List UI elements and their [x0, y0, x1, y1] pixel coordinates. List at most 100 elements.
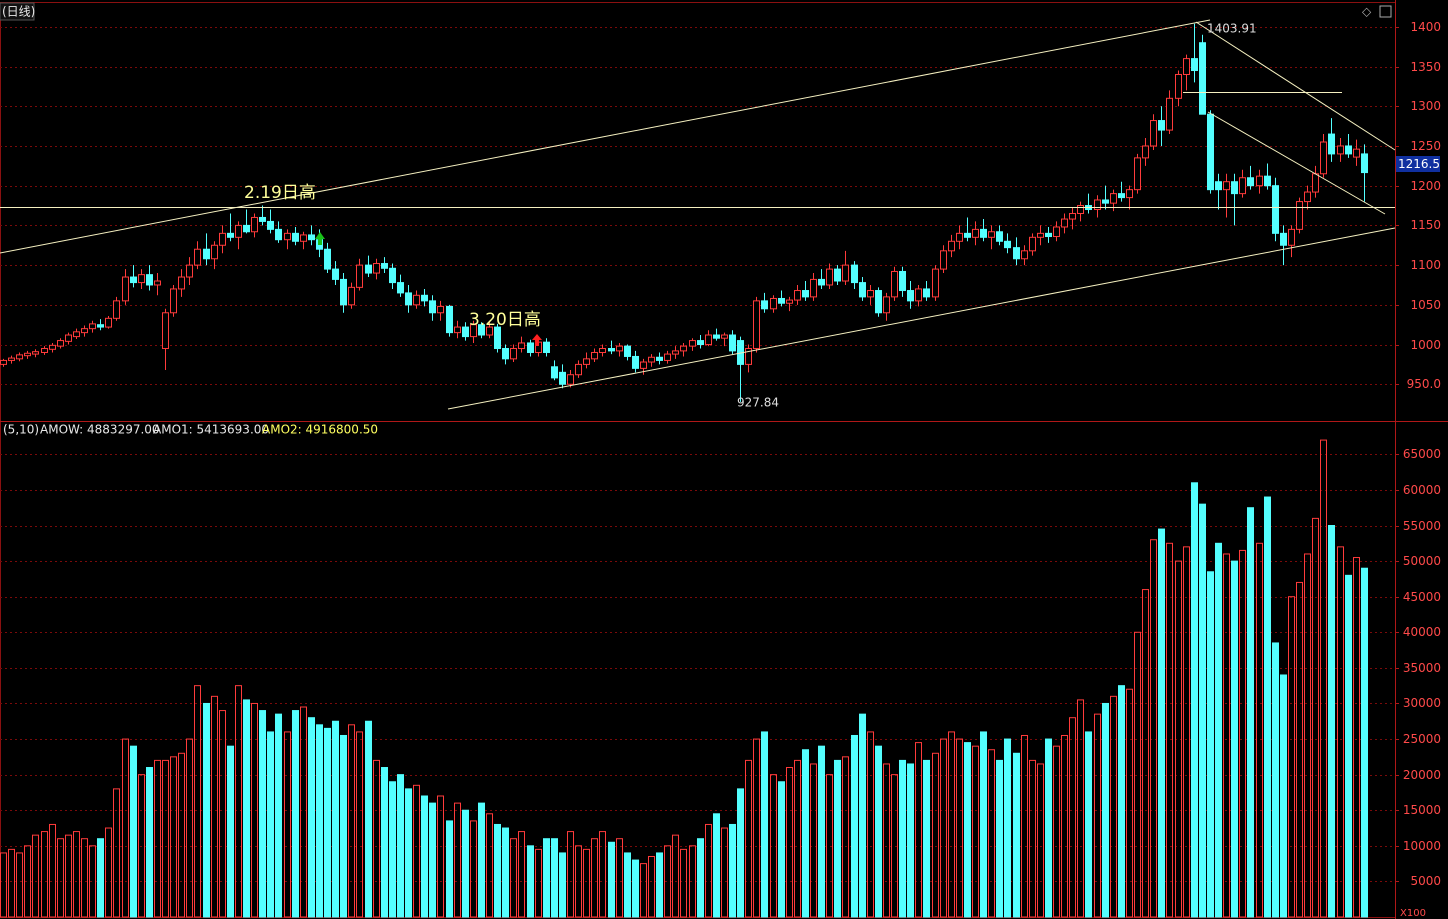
volume-bar: [146, 767, 153, 918]
candle-body: [713, 334, 720, 339]
candle-body: [778, 297, 785, 304]
candle-body: [251, 216, 258, 233]
candle-body: [413, 294, 420, 306]
icon-window[interactable]: [1379, 5, 1392, 18]
candle-body: [227, 232, 234, 238]
volume-bar: [389, 781, 396, 918]
volume-bar: [535, 848, 542, 918]
candle-body: [583, 358, 590, 365]
volume-bar: [1029, 759, 1036, 918]
volume-bar: [16, 852, 23, 918]
candle-body: [356, 264, 363, 288]
candle-body: [1328, 133, 1335, 155]
volume-bar: [964, 742, 971, 918]
volume-bar: [591, 838, 598, 918]
grid-layer: 950.0 1000 1050 1100 1150 1200 1250 1300 1350 140…: [0, 20, 1441, 888]
volume-bar: [356, 731, 363, 918]
candle-body: [130, 276, 137, 284]
volume-bar: [729, 823, 736, 918]
volume-bar: [89, 845, 96, 918]
volume-bar: [437, 795, 444, 918]
volume-bar: [405, 788, 412, 918]
candle-body: [1094, 199, 1101, 211]
volume-bar: [65, 834, 72, 918]
trendline: [1195, 21, 1396, 151]
candle-body: [462, 326, 469, 338]
volume-bar: [826, 774, 833, 918]
y-tick-label: 950.0: [1407, 377, 1441, 391]
volume-bar: [1223, 553, 1230, 918]
volume-bar: [1061, 734, 1068, 918]
volume-bar: [1207, 571, 1214, 918]
volume-bar: [105, 827, 112, 918]
volume-bar: [543, 838, 550, 918]
volume-bar: [1094, 713, 1101, 918]
volume-bar: [227, 745, 234, 918]
candle-body: [1312, 173, 1319, 193]
candle-body: [527, 342, 534, 353]
volume-bar: [697, 838, 704, 918]
volume-bar: [932, 752, 939, 918]
volume-bar: [284, 731, 291, 918]
volume-bar: [413, 784, 420, 918]
period-box[interactable]: [0, 2, 35, 21]
volume-bar: [1337, 546, 1344, 918]
candle-body: [1142, 145, 1149, 159]
volume-bar: [211, 695, 218, 918]
volume-bar: [32, 834, 39, 918]
volume-bar: [1102, 702, 1109, 918]
high-label: 1403.91: [1207, 22, 1257, 36]
candle-body: [57, 340, 64, 347]
candle-body: [32, 351, 39, 355]
volume-bar: [1345, 574, 1352, 918]
volume-bar: [1304, 553, 1311, 918]
volume-unit: X100: [1400, 908, 1426, 919]
volume-bar: [397, 774, 404, 918]
volume-bar: [648, 855, 655, 918]
annotation: 2.19日高: [244, 183, 316, 203]
volume-bar: [761, 731, 768, 918]
y-tick-label: 1000: [1410, 338, 1441, 352]
volume-bar: [1126, 688, 1133, 918]
volume-bar: [478, 802, 485, 918]
candle-body: [1102, 199, 1109, 204]
volume-bar: [332, 720, 339, 918]
volume-bar: [745, 759, 752, 918]
candle-body: [940, 250, 947, 270]
candle-body: [1150, 120, 1157, 147]
candle-body: [834, 268, 841, 282]
icon-diamond[interactable]: ◇: [1362, 5, 1372, 19]
volume-bar: [1175, 560, 1182, 918]
volume-bar: [1013, 752, 1020, 918]
volume-bar: [324, 727, 331, 918]
candle-body: [1280, 232, 1287, 246]
candle-body: [932, 268, 939, 298]
candle-body: [867, 290, 874, 298]
volume-bar: [1142, 589, 1149, 918]
candle-body: [1361, 153, 1368, 174]
volume-bar: [956, 738, 963, 918]
candle-body: [502, 348, 509, 360]
y-tick-label: 1100: [1410, 258, 1441, 272]
volume-bar: [1361, 567, 1368, 918]
candle-body: [259, 216, 266, 222]
candle-body: [324, 248, 331, 270]
volume-bar: [705, 823, 712, 918]
volume-bar: [1320, 439, 1327, 918]
candle-body: [1134, 157, 1141, 191]
volume-bar: [680, 848, 687, 918]
candle-body: [1013, 247, 1020, 260]
volume-bar: [1166, 542, 1173, 918]
volume-bar: [275, 713, 282, 918]
candle-body: [194, 248, 201, 266]
volume-bar: [365, 720, 372, 918]
volume-bar: [1296, 581, 1303, 918]
candle-body: [348, 286, 355, 306]
candle-body: [0, 359, 7, 365]
volume-bar: [186, 738, 193, 918]
volume-bar: [1288, 596, 1295, 918]
candle-body: [672, 350, 679, 355]
candle-body: [923, 288, 930, 298]
volume-bar: [486, 813, 493, 918]
